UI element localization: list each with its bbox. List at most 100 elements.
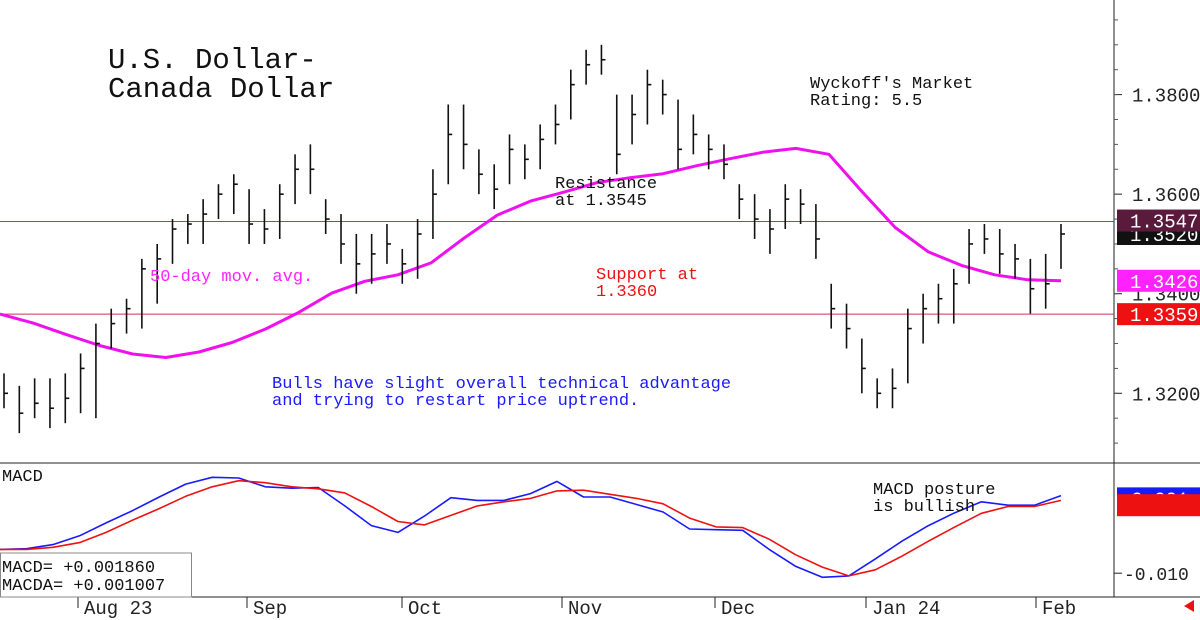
price-bar xyxy=(187,214,192,244)
price-bar xyxy=(631,94,637,145)
price-bar xyxy=(217,184,223,220)
date-label: Oct xyxy=(408,598,442,620)
price-bar xyxy=(983,224,989,254)
price-bar xyxy=(248,189,254,244)
price-tag: 1.3547 xyxy=(1117,209,1200,234)
price-bar xyxy=(171,219,177,264)
price-bar xyxy=(386,224,391,264)
chart-frame xyxy=(0,0,1200,598)
chart-title-line: U.S. Dollar- xyxy=(108,44,317,77)
price-bar xyxy=(125,298,131,334)
price-bar xyxy=(891,368,897,409)
price-bar xyxy=(692,114,698,155)
price-bar xyxy=(95,323,100,419)
price-bar xyxy=(416,219,422,279)
date-label: Dec xyxy=(721,598,755,620)
price-bar xyxy=(478,149,483,195)
price-tick-label: 1.3200 xyxy=(1132,384,1200,406)
price-bar xyxy=(554,104,560,145)
price-bar xyxy=(615,94,621,175)
market-rating: Wyckoff's Market Rating: 5.5 xyxy=(810,75,973,111)
price-bar xyxy=(294,154,300,205)
price-bar xyxy=(355,233,361,294)
price-bar xyxy=(769,209,774,254)
price-tag-label: 1.3359 xyxy=(1130,305,1198,327)
price-bar xyxy=(141,258,146,329)
macd-readout: MACDA= +0.001007 xyxy=(2,577,165,596)
annotation-1-line: 50-day mov. avg. xyxy=(150,268,313,287)
annotations-layer: U.S. Dollar-Canada Dollar Wyckoff's Marke… xyxy=(0,44,1194,612)
price-bar xyxy=(202,199,208,244)
price-bar xyxy=(738,184,744,220)
price-bar xyxy=(1029,258,1035,314)
macd-readout: MACD= +0.001860 xyxy=(2,559,155,578)
date-label: Aug 23 xyxy=(84,598,152,620)
macd-tag xyxy=(1117,494,1200,517)
macd-annotation-line: is bullish xyxy=(873,498,975,517)
annotation-1: 50-day mov. avg. xyxy=(150,268,313,287)
macd-annotation-line: MACD posture xyxy=(873,481,995,500)
price-bar xyxy=(18,385,24,434)
price-bar xyxy=(784,184,790,230)
price-bar xyxy=(1044,253,1050,309)
price-tag-label: 1.3547 xyxy=(1130,212,1198,234)
price-bar xyxy=(3,373,8,409)
macd-tag-box xyxy=(1117,494,1200,517)
price-bar xyxy=(876,378,882,409)
price-bar xyxy=(585,49,591,85)
annotation-2-line: 1.3360 xyxy=(596,283,657,302)
annotation-3-line: Bulls have slight overall technical adva… xyxy=(272,375,731,394)
price-bar xyxy=(539,124,545,170)
price-tag-box xyxy=(1117,269,1200,292)
annotation-0-line: Resistance xyxy=(555,175,657,194)
price-bar xyxy=(110,308,116,349)
price-bar xyxy=(79,353,85,414)
macd-title: MACD xyxy=(2,468,43,487)
price-bar xyxy=(845,303,851,349)
price-bars-layer xyxy=(3,44,1065,434)
date-label: Sep xyxy=(253,598,287,620)
moving-average-layer xyxy=(0,146,1062,359)
price-bar xyxy=(707,134,713,170)
chart-title-line: Canada Dollar xyxy=(108,73,334,106)
price-bar xyxy=(340,214,346,264)
price-bar xyxy=(922,293,928,344)
price-bar xyxy=(508,134,514,185)
price-bar xyxy=(324,199,330,234)
annotation-2: Support at 1.3360 xyxy=(596,266,698,302)
price-bar xyxy=(447,104,453,185)
macd-average-line xyxy=(0,479,1062,577)
price-bar xyxy=(278,184,284,239)
moving-average-line xyxy=(0,146,1062,359)
price-bar xyxy=(232,174,238,215)
date-label: Feb xyxy=(1042,598,1076,620)
price-bar xyxy=(937,283,943,324)
price-bar xyxy=(753,194,759,239)
price-bar xyxy=(432,169,437,239)
price-bar xyxy=(998,229,1004,274)
date-label: Nov xyxy=(568,598,602,620)
price-bar xyxy=(815,204,820,259)
price-bar xyxy=(968,229,974,284)
price-tag-label: 1.3426 xyxy=(1130,272,1198,294)
price-horizontal-lines xyxy=(0,221,1114,315)
macd-lines-layer xyxy=(0,476,1062,579)
price-bar xyxy=(493,164,499,210)
price-bar xyxy=(309,144,315,195)
price-tag-box xyxy=(1117,303,1200,326)
price-bar xyxy=(1060,224,1065,269)
price-bar xyxy=(661,79,667,115)
annotation-0: Resistance at 1.3545 xyxy=(555,175,657,211)
price-bar xyxy=(1014,243,1020,279)
price-bar xyxy=(830,283,836,329)
price-bar xyxy=(401,248,407,284)
macd-tick-label: -0.010 xyxy=(1124,566,1189,586)
price-bar xyxy=(33,378,39,419)
price-tick-label: 1.3600 xyxy=(1132,185,1200,207)
chart-title: U.S. Dollar-Canada Dollar xyxy=(108,44,334,106)
annotation-3-line: and trying to restart price uptrend. xyxy=(272,392,639,411)
price-tag-box xyxy=(1117,209,1200,232)
price-bar xyxy=(263,209,269,244)
